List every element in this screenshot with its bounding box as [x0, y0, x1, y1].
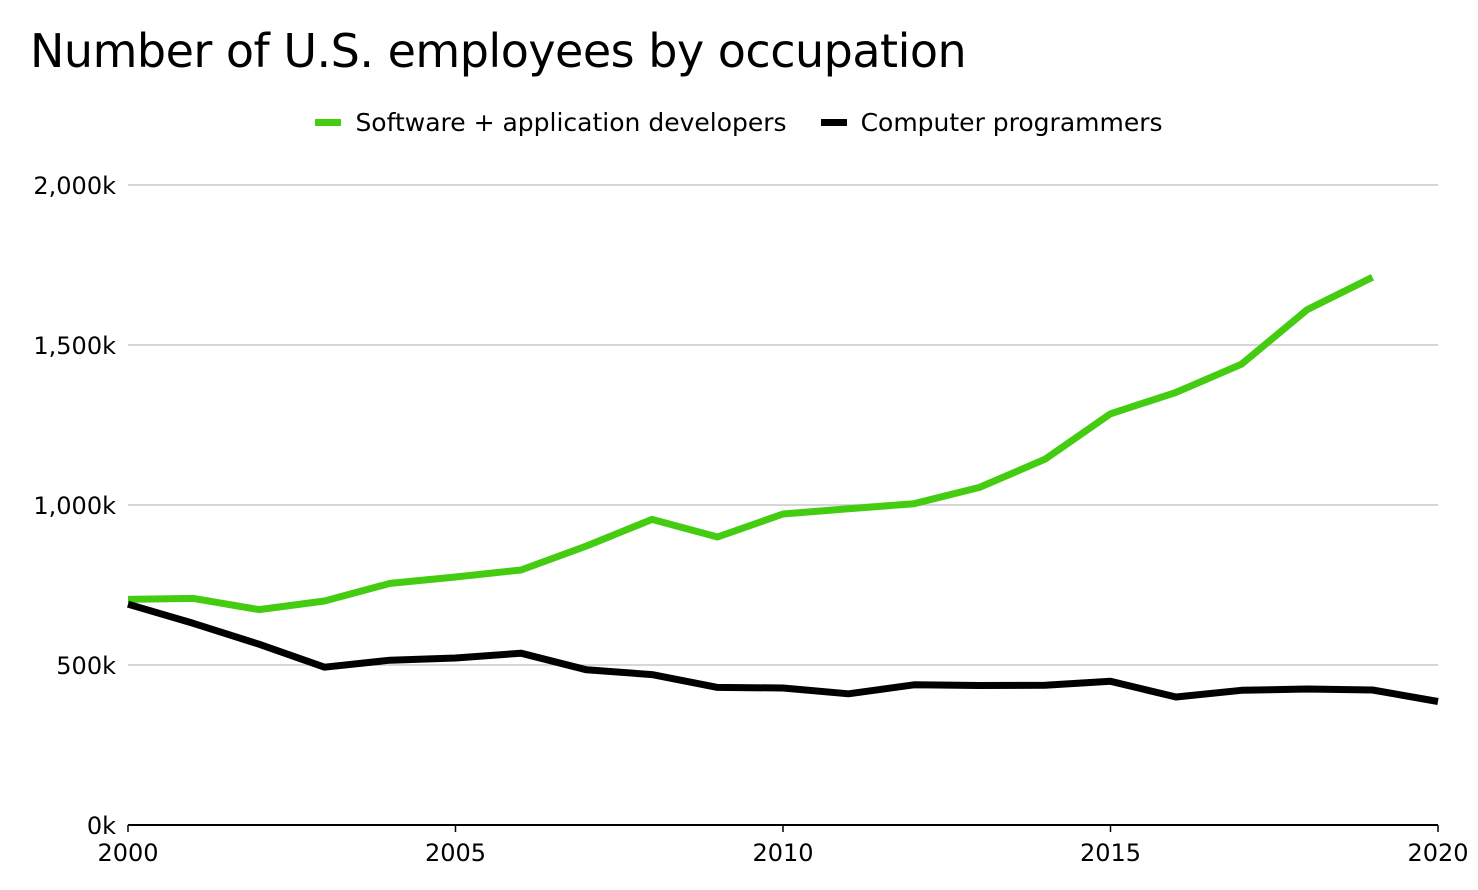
- legend-swatch-software-developers: [315, 119, 342, 126]
- y-axis-ticks: 0k 500k 1,000k 1,500k 2,000k: [33, 172, 116, 840]
- x-tick-label: 2015: [1080, 839, 1141, 867]
- chart-title: Number of U.S. employees by occupation: [30, 24, 967, 78]
- x-tick-label: 2005: [425, 839, 486, 867]
- x-tick-label: 2010: [752, 839, 813, 867]
- legend-item-computer-programmers[interactable]: Computer programmers: [820, 108, 1163, 137]
- x-tick-label: 2000: [97, 839, 158, 867]
- legend-label-computer-programmers: Computer programmers: [860, 108, 1163, 137]
- legend-item-software-developers[interactable]: Software + application developers: [315, 108, 787, 137]
- series-line-1: [127, 600, 1439, 705]
- legend-swatch-computer-programmers: [820, 119, 847, 126]
- legend: Software + application developers Comput…: [0, 108, 1478, 137]
- series-lines: [127, 274, 1439, 705]
- gridlines: [128, 184, 1438, 826]
- x-tick-label: 2020: [1407, 839, 1468, 867]
- y-tick-label: 2,000k: [33, 172, 116, 200]
- y-tick-label: 1,500k: [33, 332, 116, 360]
- x-axis-ticks: 2000 2005 2010 2015 2020: [97, 825, 1469, 867]
- y-tick-label: 500k: [56, 652, 116, 680]
- legend-label-software-developers: Software + application developers: [355, 108, 787, 137]
- y-tick-label: 1,000k: [33, 492, 116, 520]
- y-tick-label: 0k: [87, 812, 116, 840]
- series-line-0: [127, 274, 1375, 614]
